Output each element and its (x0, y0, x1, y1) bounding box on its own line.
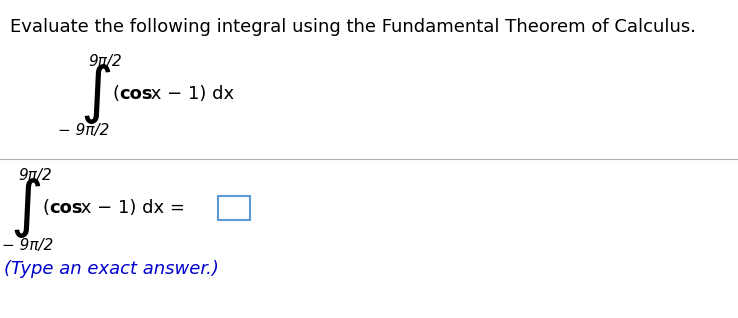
Text: − 9π/2: − 9π/2 (2, 238, 53, 253)
Text: x − 1) dx =: x − 1) dx = (75, 199, 185, 217)
Text: x − 1) dx: x − 1) dx (145, 85, 234, 103)
Text: (Type an exact answer.): (Type an exact answer.) (4, 260, 219, 278)
Text: (: ( (42, 199, 49, 217)
Text: 9π/2: 9π/2 (18, 168, 52, 183)
Text: $\int$: $\int$ (80, 62, 111, 126)
Text: − 9π/2: − 9π/2 (58, 123, 109, 138)
Text: (: ( (112, 85, 119, 103)
Text: $\int$: $\int$ (10, 176, 41, 240)
Text: 9π/2: 9π/2 (88, 54, 122, 69)
Text: Evaluate the following integral using the Fundamental Theorem of Calculus.: Evaluate the following integral using th… (10, 18, 696, 36)
FancyBboxPatch shape (218, 196, 250, 220)
Text: cos: cos (119, 85, 153, 103)
Text: cos: cos (49, 199, 83, 217)
